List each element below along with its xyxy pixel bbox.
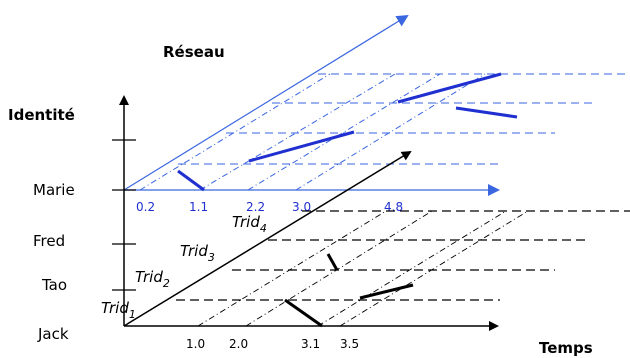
- network-projection-line: [199, 73, 396, 191]
- identity-label-fred: Fred: [33, 232, 65, 250]
- network-projection-line: [295, 73, 486, 191]
- time-projection-line: [245, 210, 433, 327]
- time-axis-label: Temps: [539, 339, 593, 357]
- time-projection-line: [339, 210, 529, 327]
- network-tick-label: 1.1: [189, 200, 208, 214]
- network-tick-label: 4.8: [384, 200, 403, 214]
- network-segment: [177, 169, 205, 192]
- trid-label-4: Trid4: [232, 213, 267, 235]
- identity-label-jack: Jack: [37, 325, 69, 343]
- time-segment: [284, 298, 323, 328]
- time-tick-label: 1.0: [186, 337, 205, 351]
- time-segment: [359, 283, 414, 300]
- trid-label-3: Trid3: [180, 242, 215, 264]
- identity-label-marie: Marie: [33, 181, 75, 199]
- identity-label-tao: Tao: [41, 276, 67, 294]
- network-plane: Réseau 0.2 1.1 2.2 3.0 4.8: [123, 14, 628, 214]
- identity-axis-label: Identité: [8, 106, 75, 124]
- time-segment: [326, 253, 339, 271]
- network-segment: [248, 130, 355, 163]
- network-diagonal-axis: [123, 14, 409, 191]
- network-projection-line: [139, 73, 331, 191]
- time-projection-line: [317, 210, 507, 327]
- trid-label-2: Trid2: [135, 268, 170, 290]
- network-segment: [455, 106, 518, 119]
- time-tick-label: 3.5: [340, 337, 359, 351]
- time-plane: Identité Temps Marie Fred Tao Jack Trid4…: [8, 95, 630, 357]
- network-tick-label: 0.2: [136, 200, 155, 214]
- network-tick-label: 2.2: [246, 200, 265, 214]
- network-tick-label: 3.0: [292, 200, 311, 214]
- network-projection-line: [247, 73, 441, 191]
- time-projection-line: [197, 210, 387, 327]
- time-tick-label: 3.1: [301, 337, 320, 351]
- time-diagonal-axis: [123, 150, 412, 327]
- network-segment: [397, 72, 502, 104]
- time-tick-label: 2.0: [229, 337, 248, 351]
- trid-label-1: Trid1: [101, 299, 136, 321]
- network-axis-label: Réseau: [163, 43, 225, 61]
